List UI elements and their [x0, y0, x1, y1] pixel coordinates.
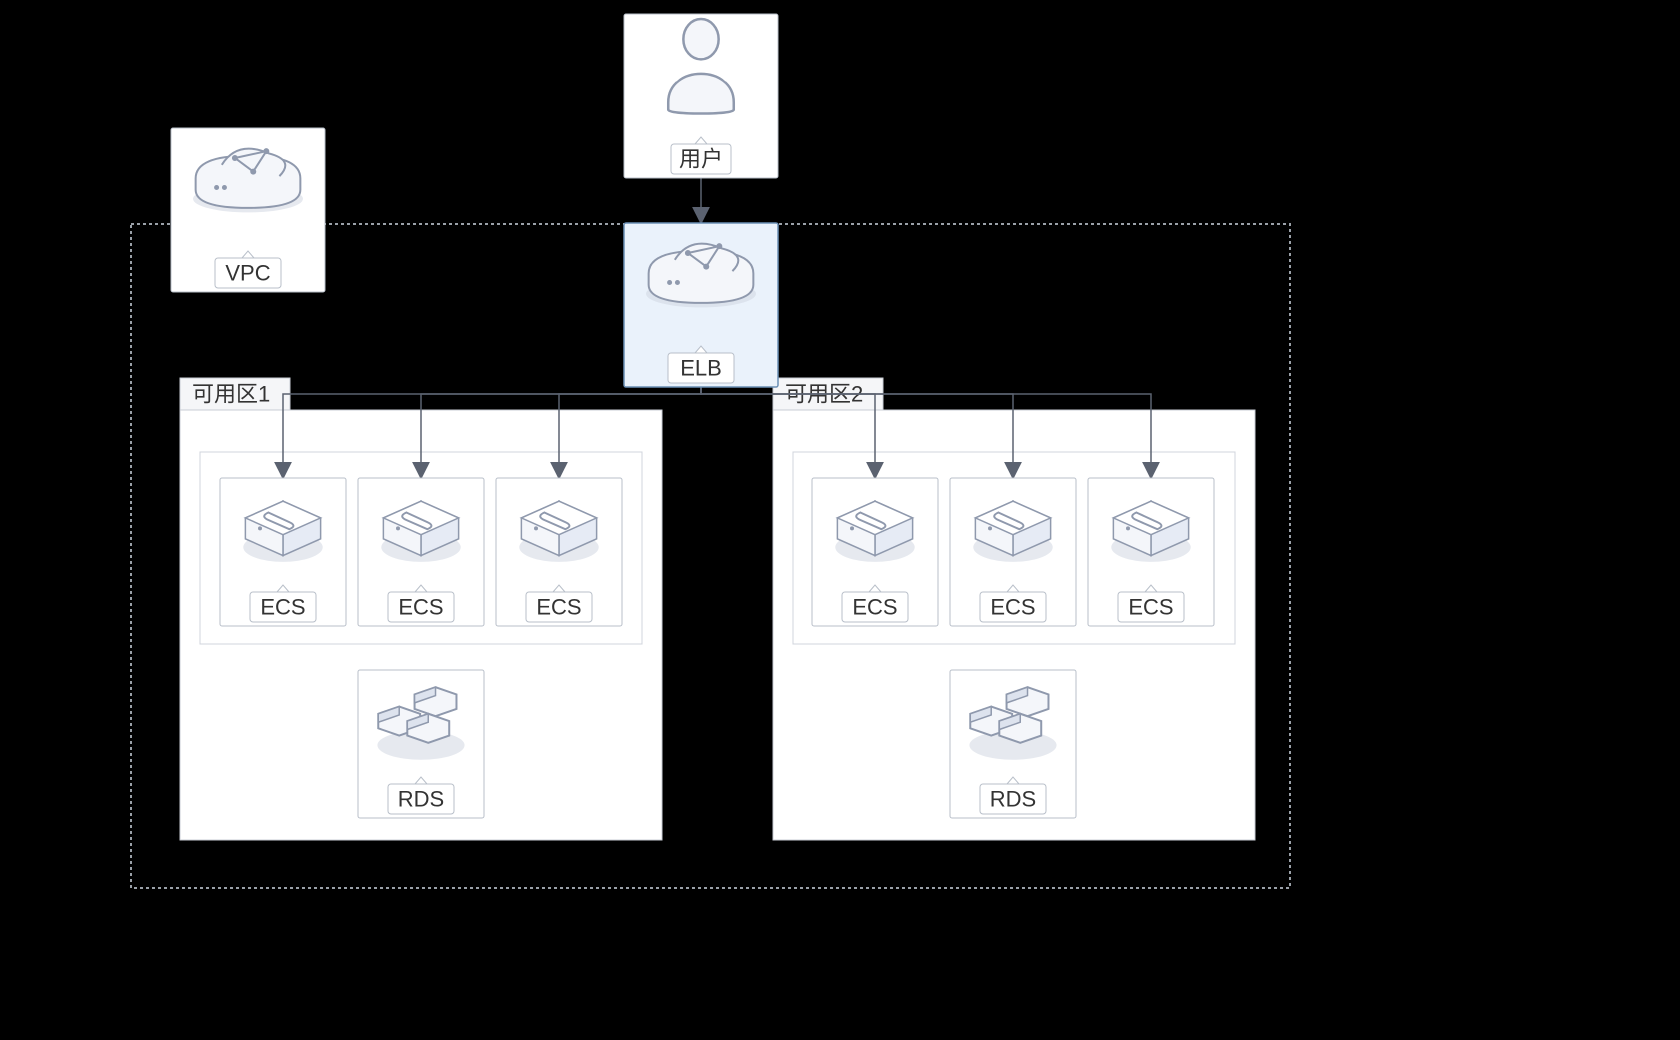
node-rds1-label: RDS	[398, 787, 444, 812]
node-ecs1b: ECS	[358, 478, 484, 626]
architecture-diagram: 可用区1可用区2用户VPCELBECSECSECSRDSECSECSECSRDS	[0, 0, 1680, 1040]
node-ecs2c-label: ECS	[1128, 595, 1173, 620]
node-ecs1b-label: ECS	[398, 595, 443, 620]
node-rds1: RDS	[358, 670, 484, 818]
node-elb: ELB	[624, 223, 778, 387]
node-ecs2b: ECS	[950, 478, 1076, 626]
zone1-label: 可用区1	[192, 382, 270, 407]
node-vpc: VPC	[171, 128, 325, 292]
node-ecs2a: ECS	[812, 478, 938, 626]
node-vpc-label: VPC	[225, 261, 270, 286]
node-elb-label: ELB	[680, 356, 722, 381]
node-rds2: RDS	[950, 670, 1076, 818]
node-ecs1c: ECS	[496, 478, 622, 626]
node-ecs1c-label: ECS	[536, 595, 581, 620]
node-ecs1a-label: ECS	[260, 595, 305, 620]
node-ecs1a: ECS	[220, 478, 346, 626]
node-ecs2c: ECS	[1088, 478, 1214, 626]
node-ecs2b-label: ECS	[990, 595, 1035, 620]
node-user: 用户	[624, 14, 778, 178]
node-user-label: 用户	[679, 147, 723, 172]
node-rds2-label: RDS	[990, 787, 1036, 812]
node-ecs2a-label: ECS	[852, 595, 897, 620]
